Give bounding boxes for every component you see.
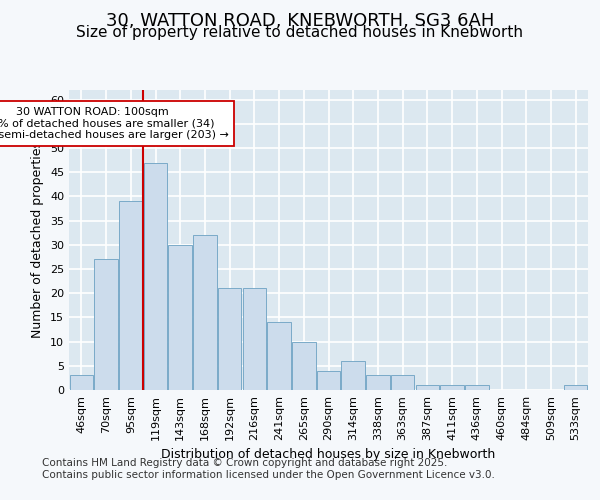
- Bar: [94, 260, 118, 390]
- Bar: [119, 202, 143, 390]
- Bar: [564, 385, 587, 390]
- Text: 30, WATTON ROAD, KNEBWORTH, SG3 6AH: 30, WATTON ROAD, KNEBWORTH, SG3 6AH: [106, 12, 494, 30]
- Y-axis label: Number of detached properties: Number of detached properties: [31, 142, 44, 338]
- Bar: [268, 322, 291, 390]
- Bar: [465, 385, 488, 390]
- Bar: [169, 245, 192, 390]
- Bar: [391, 376, 415, 390]
- Bar: [440, 385, 464, 390]
- Bar: [292, 342, 316, 390]
- Bar: [341, 361, 365, 390]
- Bar: [416, 385, 439, 390]
- X-axis label: Distribution of detached houses by size in Knebworth: Distribution of detached houses by size …: [161, 448, 496, 462]
- Text: Contains HM Land Registry data © Crown copyright and database right 2025.: Contains HM Land Registry data © Crown c…: [42, 458, 448, 468]
- Bar: [317, 370, 340, 390]
- Bar: [218, 288, 241, 390]
- Bar: [70, 376, 93, 390]
- Text: Size of property relative to detached houses in Knebworth: Size of property relative to detached ho…: [77, 25, 523, 40]
- Text: 30 WATTON ROAD: 100sqm
← 14% of detached houses are smaller (34)
85% of semi-det: 30 WATTON ROAD: 100sqm ← 14% of detached…: [0, 107, 229, 140]
- Bar: [193, 235, 217, 390]
- Text: Contains public sector information licensed under the Open Government Licence v3: Contains public sector information licen…: [42, 470, 495, 480]
- Bar: [242, 288, 266, 390]
- Bar: [144, 162, 167, 390]
- Bar: [366, 376, 389, 390]
